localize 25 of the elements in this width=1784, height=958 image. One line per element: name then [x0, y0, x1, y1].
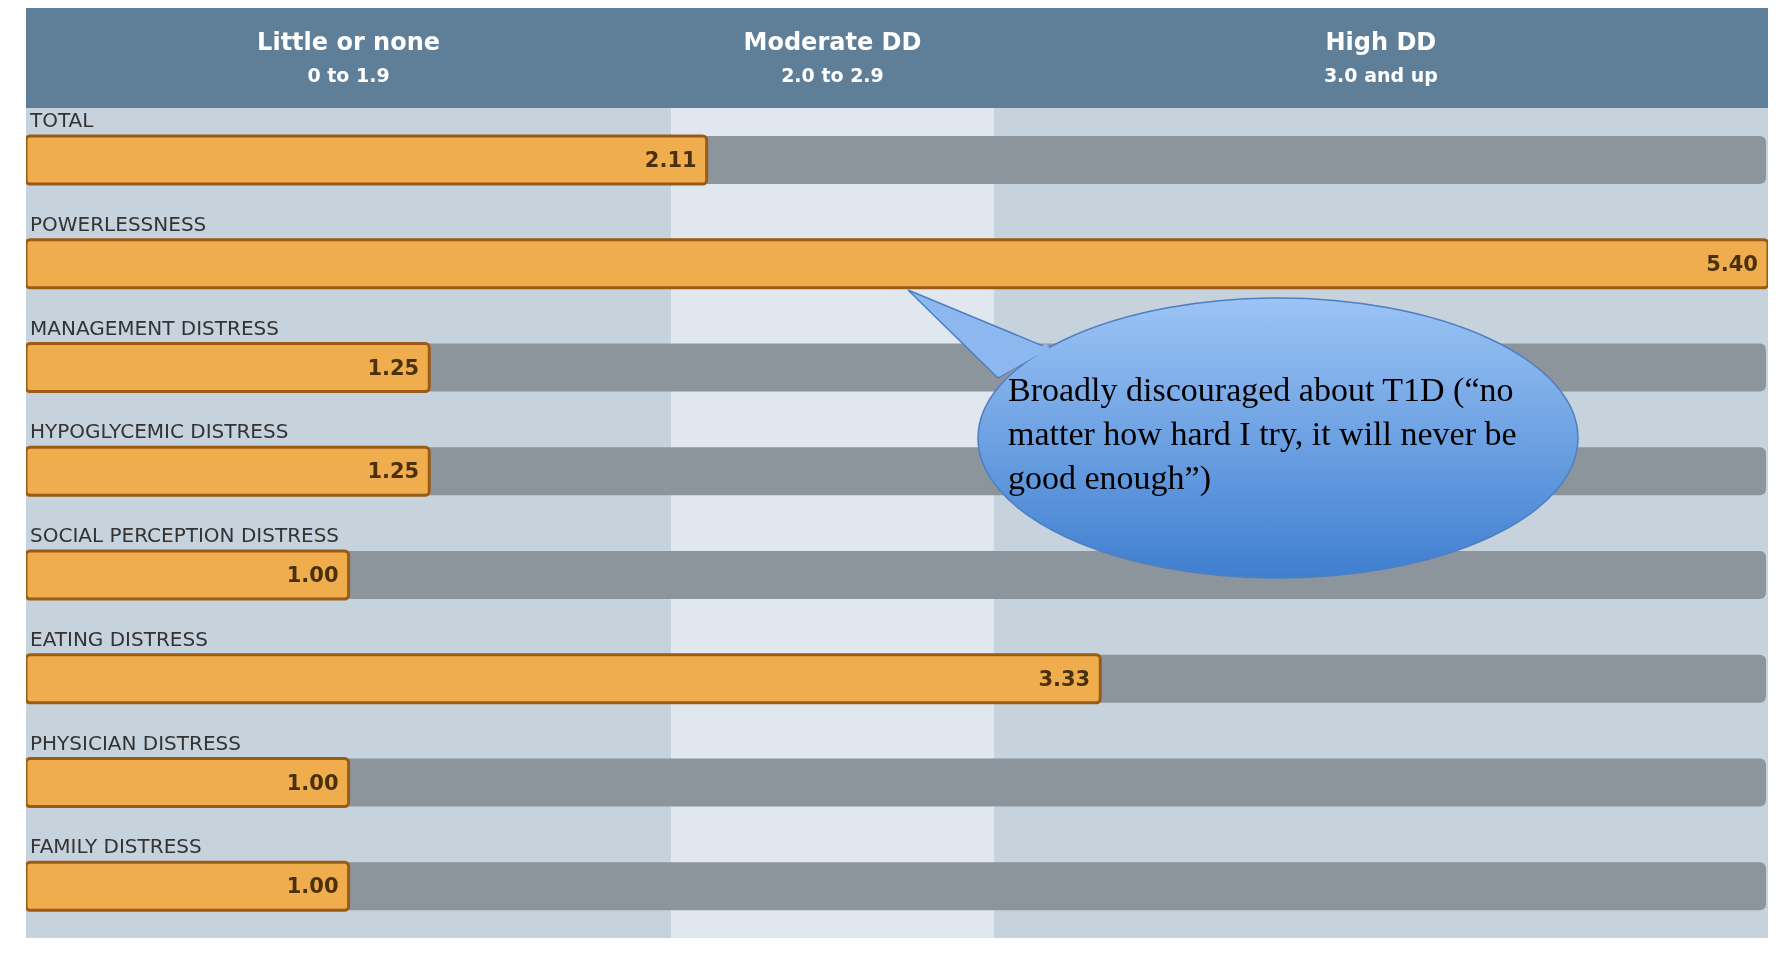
y-tick-label: EATING DISTRESS: [30, 626, 208, 651]
y-tick-label: HYPOGLYCEMIC DISTRESS: [30, 419, 289, 444]
bar: [26, 549, 351, 601]
data-label: 1.00: [286, 563, 339, 587]
data-label: 1.25: [367, 459, 420, 484]
data-label: 1.00: [286, 874, 339, 899]
band-label: Little or none 0 to 1.9: [257, 28, 441, 86]
data-label: 1.25: [367, 355, 420, 380]
data-label: 1.00: [286, 770, 339, 795]
y-tick-label: TOTAL: [29, 108, 95, 132]
data-label: 3.33: [1038, 666, 1091, 691]
y-tick-label: SOCIAL PERCEPTION DISTRESS: [30, 523, 340, 547]
data-label: 5.40: [1706, 251, 1758, 276]
y-tick-label: POWERLESSNESS: [30, 211, 207, 236]
y-tick-label: MANAGEMENT DISTRESS: [30, 315, 279, 340]
band-label: High DD 3.0 and up: [1323, 28, 1438, 86]
band-label: Moderate DD 2.0 to 2.9: [743, 28, 922, 86]
bar: [26, 342, 431, 393]
bar: [26, 757, 351, 808]
data-label: 2.11: [644, 148, 697, 172]
bar: [26, 445, 431, 497]
y-tick-label: FAMILY DISTRESS: [30, 834, 202, 859]
annotation: Broadly discouraged about T1D (“no matter how hard I try, it will never be good enough”): [1008, 370, 1518, 498]
y-tick-label: PHYSICIAN DISTRESS: [30, 730, 241, 755]
bar: [26, 860, 351, 912]
